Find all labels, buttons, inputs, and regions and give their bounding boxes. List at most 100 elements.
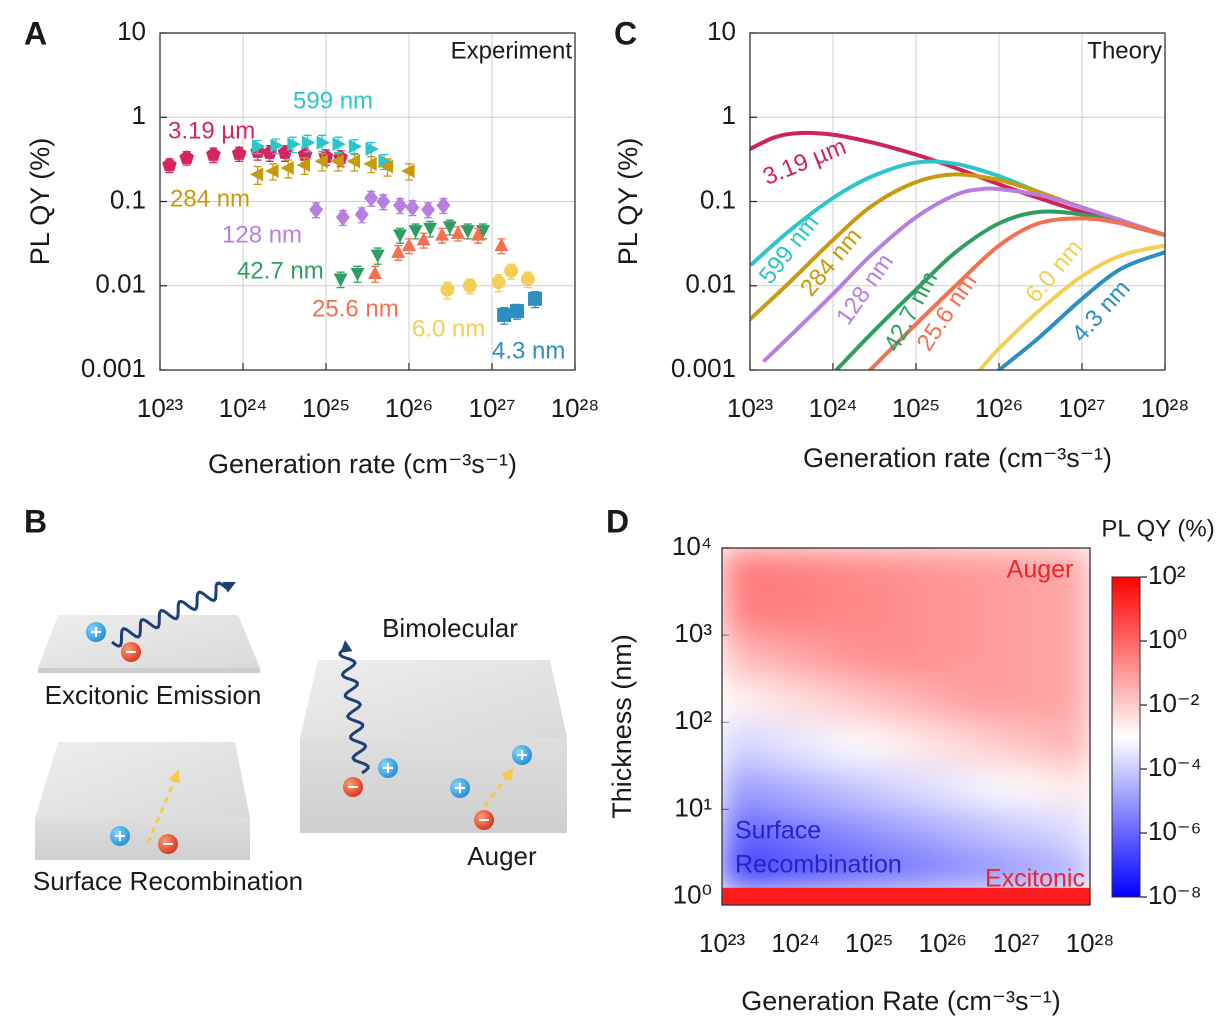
x-axis-label: Generation rate (cm⁻³s⁻¹): [803, 443, 1112, 473]
heat-cell: [979, 678, 1017, 723]
heat-cell: [1053, 591, 1090, 636]
plot-frame: [721, 547, 1091, 906]
y-tick-label: 10³: [674, 618, 712, 648]
heat-cell: [758, 722, 797, 767]
heat-cell: [1016, 635, 1054, 680]
marker: [162, 157, 177, 172]
y-tick-label: 0.01: [95, 269, 146, 299]
marker: [451, 225, 466, 239]
marker: [494, 237, 509, 252]
heat-cell: [722, 548, 760, 593]
x-tick-label: 10²⁷: [993, 928, 1040, 958]
transfer-arrow: [146, 771, 180, 844]
marker: [471, 227, 486, 241]
marker: [416, 232, 431, 246]
marker: [364, 189, 379, 207]
y-tick-label: 10: [117, 16, 146, 46]
marker: [491, 275, 506, 290]
marker: [528, 291, 543, 306]
series-label: 42.7 nm: [237, 257, 324, 284]
photon-arrow: [338, 646, 370, 775]
marker: [332, 137, 346, 152]
curve: [997, 250, 1165, 370]
marker: [249, 167, 264, 182]
process-label: Bimolecular: [382, 613, 518, 643]
marker: [301, 135, 316, 150]
marker: [462, 278, 477, 293]
heat-cell: [869, 635, 907, 680]
heat-cell: [942, 635, 981, 680]
marker: [346, 154, 361, 169]
heat-cell: [832, 635, 870, 680]
heat-cell: [832, 591, 870, 636]
marker: [393, 196, 408, 215]
heat-cell: [832, 548, 870, 593]
x-tick-label: 10²⁶: [975, 393, 1023, 423]
x-tick-label: 10²⁵: [845, 928, 893, 958]
series-label: 128 nm: [222, 221, 302, 248]
marker: [376, 192, 391, 211]
heat-cell: [1016, 853, 1054, 889]
heat-cell: [758, 853, 797, 889]
x-tick-label: 10²⁷: [1059, 393, 1106, 423]
process-label: Surface Recombination: [33, 866, 303, 896]
heat-cell: [905, 765, 944, 811]
heat-cell: [1016, 548, 1054, 593]
heatmap: [722, 548, 1090, 905]
heat-cell: [869, 591, 907, 636]
x-tick-label: 10²³: [137, 393, 184, 423]
heat-cell: [979, 722, 1017, 767]
charge-sign: [115, 831, 125, 841]
annotation: Surface: [735, 817, 821, 845]
heat-cell: [722, 591, 760, 636]
marker: [436, 196, 451, 215]
panel-label: B: [24, 503, 47, 539]
marker: [316, 135, 330, 150]
y-axis-label: Thickness (nm): [607, 634, 637, 819]
marker: [378, 154, 392, 169]
heat-cell: [1016, 765, 1054, 811]
charge-sign: [91, 627, 101, 637]
heat-cell: [758, 678, 797, 723]
y-tick-label: 10²: [674, 705, 712, 735]
heat-cell: [905, 678, 944, 723]
x-tick-label: 10²⁵: [892, 393, 940, 423]
x-tick-label: 10²⁶: [385, 393, 433, 423]
colorbar-tick-label: 10⁻⁴: [1148, 752, 1202, 782]
heat-cell: [758, 887, 797, 905]
panel-label: C: [614, 15, 637, 51]
heat-cell: [795, 853, 833, 889]
heat-cell: [832, 887, 870, 905]
marker: [333, 273, 348, 287]
heat-cell: [905, 853, 944, 889]
plot-area: [162, 134, 543, 325]
arrow-head: [501, 767, 514, 782]
heat-cell: [979, 853, 1017, 889]
annotation: Auger: [1007, 556, 1074, 584]
heat-cell: [905, 722, 944, 767]
charge-sign: [517, 750, 527, 760]
heat-cell: [1016, 887, 1054, 905]
curve: [868, 216, 1165, 370]
heat-cell: [832, 853, 870, 889]
slab-top: [35, 742, 250, 818]
marker: [393, 229, 408, 243]
heat-cell: [758, 809, 797, 854]
y-tick-label: 10: [707, 16, 736, 46]
heat-cell: [1053, 678, 1090, 723]
marker: [330, 154, 344, 169]
heat-cell: [905, 548, 944, 593]
marker: [231, 145, 247, 160]
marker: [280, 160, 294, 175]
annotation: Excitonic: [985, 865, 1085, 893]
heat-cell: [758, 635, 797, 680]
heat-cell: [905, 635, 944, 680]
marker: [252, 139, 266, 154]
heat-cell: [1053, 809, 1090, 854]
heat-cell: [722, 635, 760, 680]
slab-front: [35, 818, 250, 860]
marker: [408, 225, 423, 239]
marker: [379, 159, 394, 174]
diagram: Excitonic Emission Surface Recombination…: [33, 581, 567, 896]
heat-cell: [832, 678, 870, 723]
